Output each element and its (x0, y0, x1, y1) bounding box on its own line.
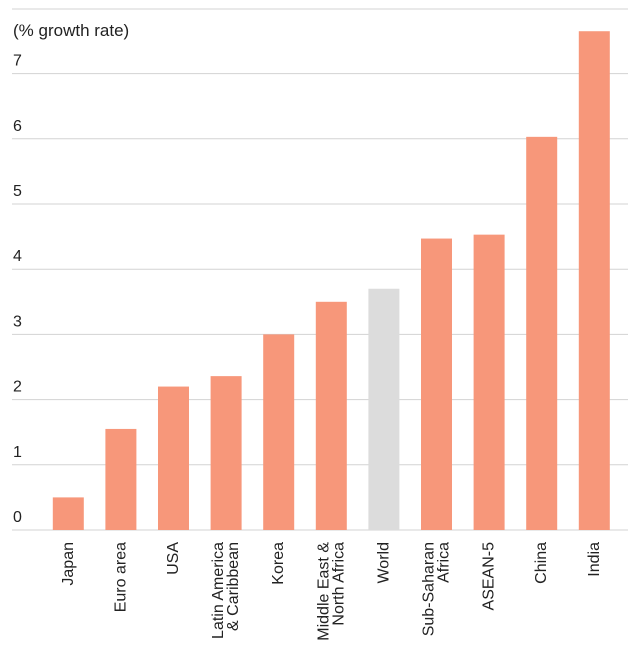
bar (52, 497, 84, 530)
bars (52, 31, 610, 531)
x-tick-label-line: India (586, 542, 603, 577)
y-tick-label: 7 (13, 53, 22, 70)
x-tick-label: Middle East &North Africa (315, 542, 347, 641)
x-tick-label: World (375, 542, 392, 584)
y-tick-label: 2 (13, 379, 22, 396)
x-tick-label-line: USA (165, 542, 182, 575)
x-tick-label-line: China (533, 542, 550, 584)
x-tick-label: Euro area (112, 542, 129, 612)
y-tick-label: 6 (13, 118, 22, 135)
x-tick-label: India (586, 542, 603, 577)
bar (473, 234, 505, 531)
x-tick-label: Latin America& Caribbean (210, 542, 242, 639)
x-tick-label-line: Middle East & (315, 542, 332, 641)
bar (263, 334, 295, 530)
x-tick-label: China (533, 542, 550, 584)
y-tick-label: 4 (13, 248, 22, 265)
x-axis-ticks: Japan Euro area USA Latin America& Caribbea… (60, 542, 603, 641)
x-tick-label-line: Euro area (112, 542, 129, 612)
bar (526, 136, 558, 530)
x-tick-label-line: Latin America (210, 542, 227, 639)
y-axis-label: (% growth rate) (13, 21, 130, 40)
y-tick-label: 5 (13, 183, 22, 200)
y-tick-label: 3 (13, 313, 22, 330)
x-tick-label: Japan (60, 542, 77, 586)
x-tick-label-line: World (375, 542, 392, 584)
x-tick-label-line: Japan (60, 542, 77, 586)
x-tick-label-line: ASEAN-5 (481, 542, 498, 611)
x-tick-label-line: Korea (270, 542, 287, 585)
x-tick-label-line: Sub-Saharan (421, 542, 438, 636)
bar (421, 238, 452, 530)
x-tick-label: ASEAN-5 (481, 542, 498, 611)
bar (578, 31, 610, 530)
bar (158, 386, 189, 530)
x-tick-label-line: Africa (436, 542, 453, 583)
x-tick-label: USA (165, 542, 182, 575)
bar (210, 376, 242, 530)
bar (315, 301, 347, 530)
bar (105, 428, 137, 530)
bar (368, 288, 400, 530)
x-tick-label: Korea (270, 542, 287, 585)
y-axis-ticks: 0 1 2 3 4 5 6 7 (13, 53, 22, 526)
y-tick-label: 0 (13, 509, 22, 526)
y-tick-label: 1 (13, 444, 22, 461)
x-tick-label-line: & Caribbean (225, 542, 242, 631)
x-tick-label-line: North Africa (330, 542, 347, 626)
